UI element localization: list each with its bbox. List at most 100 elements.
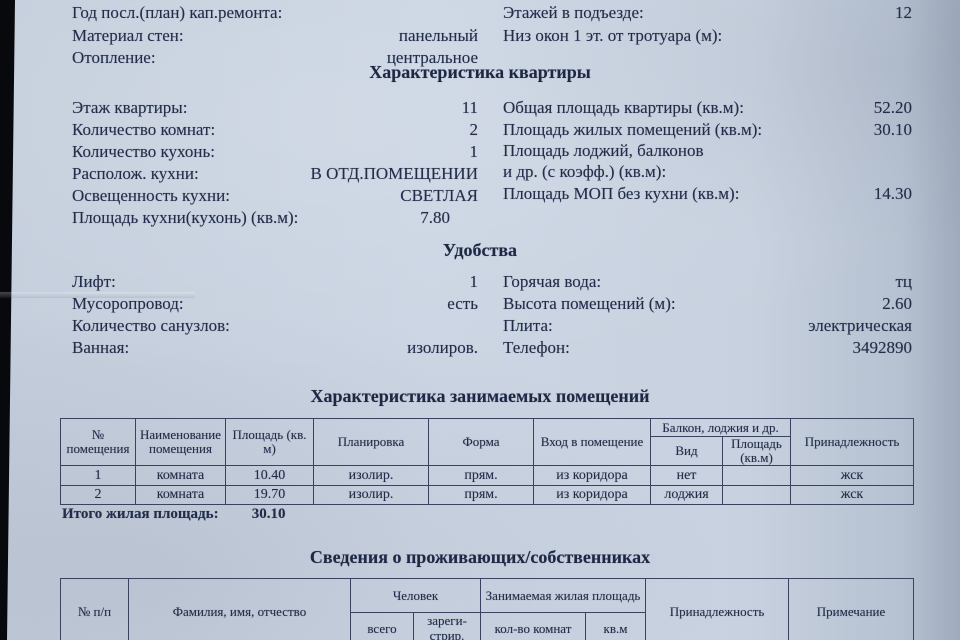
section-title-amenities: Удобства: [442, 240, 518, 260]
field-row: Освещенность кухни: СВЕТЛАЯ: [72, 186, 478, 206]
field-row: и др. (с коэфф.) (кв.м):: [503, 162, 912, 182]
field-value: СВЕТЛАЯ: [400, 186, 478, 205]
field-value: 52.20: [873, 98, 912, 117]
field-value: 14.30: [873, 184, 912, 203]
cell-entrance: из коридора: [533, 485, 651, 505]
field-row: Этаж квартиры: 11: [72, 98, 478, 118]
field-row: Плита: электрическая: [503, 316, 912, 336]
field-row: Общая площадь квартиры (кв.м): 52.20: [503, 98, 912, 118]
field-value: электрическая: [808, 316, 912, 335]
field-label: Ванная:: [72, 338, 130, 357]
field-value: есть: [447, 294, 478, 313]
cell-balcony-area: [721, 465, 792, 486]
section-title-residents: Сведения о проживающих/собственниках: [309, 547, 651, 567]
col-header-person-registered: зареги-стрир.: [412, 612, 482, 640]
field-label: Год посл.(план) кап.ремонта:: [72, 3, 283, 22]
cell-layout: изолир.: [313, 485, 429, 505]
field-label: Площадь МОП без кухни (кв.м):: [503, 184, 740, 203]
paper-crease: [0, 292, 195, 298]
rooms-table: № помещения Наименование помещения Площа…: [60, 418, 915, 505]
field-label: Лифт:: [72, 272, 116, 291]
section-title-apartment: Характеристика квартиры: [369, 62, 591, 82]
col-header-layout: Планировка: [313, 418, 429, 466]
field-row: Площадь кухни(кухонь) (кв.м): 7.80: [72, 208, 478, 228]
col-header-room-name: Наименование помещения: [135, 418, 226, 466]
cell-layout: изолир.: [313, 465, 429, 486]
field-label: Низ окон 1 эт. от тротуара (м):: [503, 26, 723, 45]
total-label: Итого жилая площадь:: [62, 506, 219, 522]
field-value: 2: [469, 120, 479, 139]
field-value: центральное: [386, 48, 478, 67]
field-value: 30.10: [873, 120, 912, 139]
col-header-note: Примечание: [788, 578, 915, 640]
cell-area: 10.40: [225, 465, 314, 486]
field-label: Общая площадь квартиры (кв.м):: [503, 98, 744, 117]
total-value: 30.10: [251, 506, 286, 522]
field-row: Низ окон 1 эт. от тротуара (м):: [503, 26, 912, 46]
col-header-num: № п/п: [60, 578, 129, 640]
field-value: 1: [469, 272, 479, 291]
field-row: Телефон: 3492890: [503, 338, 912, 358]
field-label: Площадь кухни(кухонь) (кв.м):: [72, 208, 299, 227]
field-label: Отопление:: [72, 48, 156, 67]
field-label: Горячая вода:: [503, 272, 602, 291]
field-label: Этаж квартиры:: [72, 98, 188, 117]
field-value: 1: [469, 142, 479, 161]
field-value: изолиров.: [407, 338, 478, 357]
field-row: Лифт: 1: [72, 272, 478, 292]
field-value: 12: [895, 3, 912, 22]
field-label: Телефон:: [503, 338, 570, 357]
cell-room-name: комната: [135, 485, 226, 505]
cell-room-no: 2: [60, 485, 136, 505]
col-header-entrance: Вход в помещение: [533, 418, 651, 466]
section-title-rooms: Характеристика занимаемых помещений: [310, 386, 650, 406]
col-header-balcony-area: Площадь (кв.м): [721, 436, 792, 466]
field-row: Отопление: центральное: [72, 48, 478, 68]
field-label: Этажей в подъезде:: [503, 3, 644, 22]
field-value: 3492890: [852, 338, 913, 357]
field-row: Количество кухонь: 1: [72, 142, 478, 162]
field-value: В ОТД.ПОМЕЩЕНИИ: [310, 164, 478, 183]
field-label: Плита:: [503, 316, 553, 335]
field-label: Количество санузлов:: [72, 316, 230, 335]
cell-shape: прям.: [428, 485, 534, 505]
field-row: Ванная: изолиров.: [72, 338, 478, 358]
total-living-area: Итого жилая площадь: 30.10: [62, 506, 286, 523]
col-header-area-rooms: кол-во комнат: [480, 612, 587, 640]
col-header-balcony-group: Балкон, лоджия и др.: [649, 418, 792, 437]
field-label: Освещенность кухни:: [72, 186, 230, 205]
col-header-ownership: Принадлежность: [645, 578, 790, 640]
field-label: Располож. кухни:: [72, 164, 199, 183]
field-label: и др. (с коэфф.) (кв.м):: [503, 162, 667, 181]
col-header-area-sqm: кв.м: [585, 612, 647, 640]
field-row: Высота помещений (м): 2.60: [503, 294, 912, 314]
field-value: 2.60: [882, 294, 912, 313]
col-header-balcony-type: Вид: [650, 436, 723, 466]
field-label: Площадь жилых помещений (кв.м):: [503, 120, 763, 139]
col-header-person-total: всего: [350, 612, 414, 640]
col-header-area: Площадь (кв. м): [225, 418, 314, 466]
table-row: 2 комната 19.70 изолир. прям. из коридор…: [60, 485, 915, 505]
cell-balcony-type: нет: [650, 465, 723, 486]
cell-room-no: 1: [60, 465, 136, 486]
col-header-area-group: Занимаемая жилая площадь: [480, 578, 647, 613]
field-label: Мусоропровод:: [72, 294, 184, 313]
cell-ownership: жск: [790, 465, 915, 486]
residents-table: № п/п Фамилия, имя, отчество Человек Зан…: [60, 578, 915, 640]
cell-entrance: из коридора: [533, 465, 651, 486]
field-value: тц: [895, 272, 912, 291]
cell-room-name: комната: [135, 465, 226, 486]
cell-shape: прям.: [428, 465, 534, 486]
col-header-shape: Форма: [428, 418, 534, 466]
field-row: Площадь МОП без кухни (кв.м): 14.30: [503, 184, 912, 204]
field-row: Площадь жилых помещений (кв.м): 30.10: [503, 120, 912, 140]
col-header-full-name: Фамилия, имя, отчество: [128, 578, 351, 640]
col-header-person-group: Человек: [349, 578, 482, 613]
field-row: Этажей в подъезде: 12: [503, 3, 912, 23]
field-value: панельный: [398, 26, 478, 45]
field-value: 7.80: [420, 208, 450, 227]
scan-edge-left: [0, 0, 15, 640]
col-header-ownership: Принадлежность: [790, 418, 915, 466]
field-row: Горячая вода: тц: [503, 272, 912, 292]
